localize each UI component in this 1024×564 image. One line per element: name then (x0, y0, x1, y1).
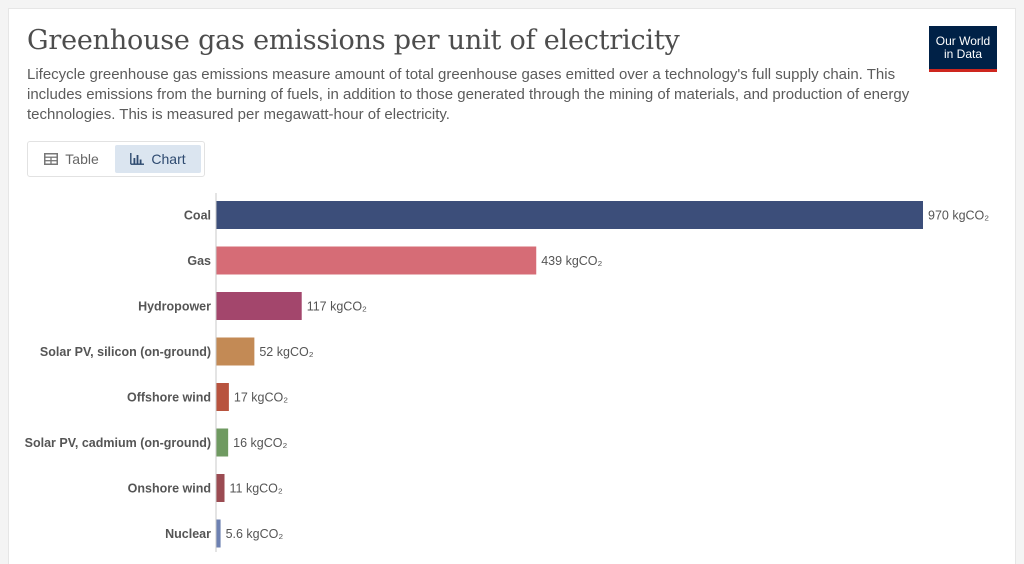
value-label: 439 kgCO₂ (541, 254, 602, 268)
category-label: Gas (187, 254, 211, 268)
bar[interactable] (216, 519, 221, 548)
bar[interactable] (216, 383, 229, 411)
bar-chart-icon (130, 153, 145, 165)
category-label: Solar PV, silicon (on-ground) (40, 345, 211, 359)
owid-logo[interactable]: Our World in Data (929, 26, 997, 72)
category-label: Nuclear (165, 527, 211, 541)
tab-table-label: Table (65, 151, 99, 167)
value-label: 52 kgCO₂ (259, 345, 313, 359)
bar[interactable] (216, 474, 225, 502)
chart-title: Greenhouse gas emissions per unit of ele… (27, 25, 680, 56)
bar[interactable] (216, 337, 255, 366)
logo-line-1: Our World (935, 33, 991, 48)
category-label: Offshore wind (127, 391, 211, 405)
value-label: 16 kgCO₂ (233, 436, 287, 450)
bar[interactable] (216, 201, 924, 229)
tab-chart-label: Chart (151, 151, 186, 167)
value-label: 17 kgCO₂ (234, 391, 288, 405)
tab-chart[interactable]: Chart (115, 145, 201, 173)
chart-subtitle: Lifecycle greenhouse gas emissions measu… (27, 66, 910, 123)
bar[interactable] (216, 428, 229, 457)
category-label: Coal (184, 209, 211, 223)
value-label: 970 kgCO₂ (928, 209, 989, 223)
bar[interactable] (216, 246, 537, 275)
value-label: 11 kgCO₂ (230, 482, 283, 496)
logo-line-2: in Data (943, 46, 983, 61)
category-label: Solar PV, cadmium (on-ground) (25, 436, 211, 450)
bar[interactable] (216, 292, 302, 320)
value-label: 117 kgCO₂ (307, 300, 367, 314)
table-icon (44, 153, 59, 165)
category-label: Hydropower (138, 300, 211, 314)
chart-card: Greenhouse gas emissions per unit of ele… (8, 8, 1016, 564)
value-label: 5.6 kgCO₂ (226, 527, 284, 541)
tab-table[interactable]: Table (31, 145, 112, 173)
view-toggle: Table Chart (27, 141, 205, 177)
category-label: Onshore wind (128, 482, 211, 496)
